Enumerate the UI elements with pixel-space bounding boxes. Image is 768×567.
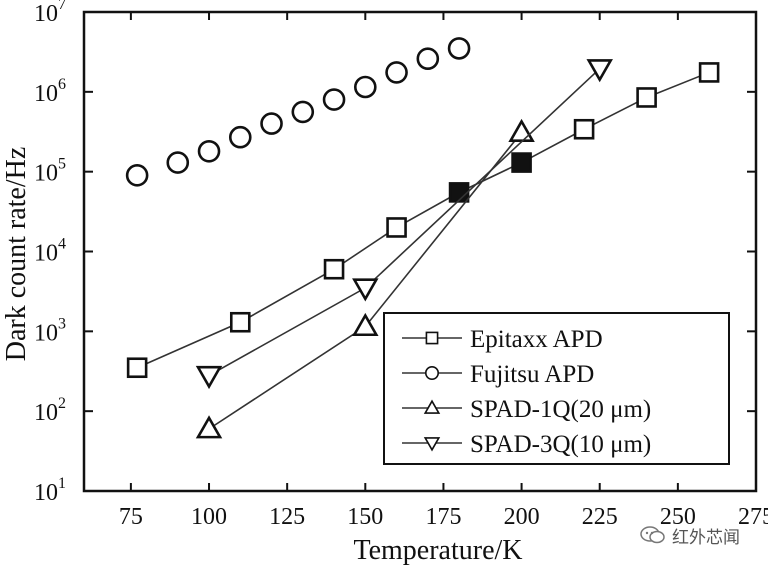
- wechat-logo-icon: [640, 526, 665, 544]
- y-tick-base: 10: [34, 1, 58, 27]
- y-tick-exponent: 7: [58, 0, 66, 13]
- data-point: [166, 151, 190, 174]
- data-point: [447, 37, 471, 60]
- y-tick-label: 102: [34, 395, 66, 426]
- y-tick-exponent: 6: [58, 76, 66, 93]
- x-tick-label: 100: [191, 504, 227, 530]
- y-tick-label: 104: [34, 236, 66, 267]
- x-tick-label: 150: [347, 504, 383, 530]
- legend-marker: [423, 437, 441, 452]
- data-series: [125, 37, 720, 439]
- y-tick-label: 106: [34, 76, 66, 107]
- y-tick-base: 10: [34, 161, 58, 187]
- y-tick-base: 10: [34, 241, 58, 267]
- data-point: [386, 217, 407, 238]
- y-tick-label: 107: [34, 0, 66, 27]
- y-tick-base: 10: [34, 400, 58, 426]
- data-point: [416, 47, 440, 71]
- data-point: [352, 312, 379, 337]
- data-point: [195, 415, 223, 439]
- data-point: [229, 311, 251, 333]
- legend-item: Epitaxx APD: [402, 326, 603, 353]
- data-point: [573, 118, 595, 140]
- series-circle: [125, 37, 471, 187]
- y-tick-label: 103: [34, 315, 66, 346]
- y-tick-exponent: 1: [58, 475, 66, 492]
- x-tick-label: 75: [119, 504, 143, 530]
- data-point: [125, 164, 149, 187]
- data-point: [197, 139, 221, 163]
- legend-item: Fujitsu APD: [402, 361, 594, 388]
- legend: Epitaxx APD Fujitsu APD SPAD-1Q(20 μm) SPAD…: [383, 312, 730, 465]
- data-point: [126, 357, 148, 379]
- series-triangle-down: [195, 59, 613, 390]
- y-tick-exponent: 4: [58, 236, 66, 253]
- x-tick-label: 275: [738, 504, 768, 530]
- data-point: [698, 62, 720, 83]
- data-point: [354, 75, 377, 99]
- legend-label: Fujitsu APD: [470, 361, 594, 388]
- data-point: [352, 278, 379, 302]
- x-tick-label: 200: [504, 504, 540, 530]
- data-point: [291, 100, 315, 124]
- y-tick-base: 10: [34, 480, 58, 506]
- x-axis-title: Temperature/K: [353, 535, 522, 566]
- legend-item: SPAD-3Q(10 μm): [402, 431, 651, 458]
- legend-label: SPAD-3Q(10 μm): [470, 431, 651, 458]
- x-tick-label: 175: [425, 504, 461, 530]
- watermark: 红外芯闻: [640, 520, 740, 550]
- data-point: [586, 59, 613, 83]
- legend-label: Epitaxx APD: [470, 326, 603, 353]
- data-point: [511, 152, 532, 173]
- data-point: [508, 118, 535, 142]
- x-tick-label: 225: [582, 504, 618, 530]
- y-axis-title: Dark count rate/Hz: [1, 147, 32, 362]
- data-point: [260, 112, 283, 135]
- data-point: [636, 87, 657, 108]
- legend-marker: [423, 399, 441, 414]
- watermark-text: 红外芯闻: [672, 527, 740, 548]
- data-point: [323, 258, 345, 280]
- legend-marker: [424, 365, 440, 381]
- series-square: [126, 62, 720, 379]
- data-point: [195, 365, 223, 390]
- y-tick-exponent: 5: [58, 156, 66, 173]
- legend-marker: [425, 331, 439, 345]
- data-point: [385, 61, 408, 84]
- y-tick-base: 10: [34, 320, 58, 346]
- y-tick-base: 10: [34, 81, 58, 107]
- x-tick-label: 125: [269, 504, 305, 530]
- y-tick-label: 101: [34, 475, 66, 506]
- legend-label: SPAD-1Q(20 μm): [470, 396, 651, 423]
- data-point: [322, 88, 346, 111]
- ticks: 75 100 125 150 175 200 225 250 27510110210310410…: [34, 0, 768, 530]
- legend-item: SPAD-1Q(20 μm): [402, 396, 651, 423]
- data-point: [228, 125, 252, 149]
- y-tick-label: 105: [34, 156, 66, 187]
- y-tick-exponent: 2: [58, 395, 66, 412]
- y-tick-exponent: 3: [58, 315, 66, 332]
- data-point: [448, 182, 470, 203]
- x-tick-label: 250: [660, 504, 696, 530]
